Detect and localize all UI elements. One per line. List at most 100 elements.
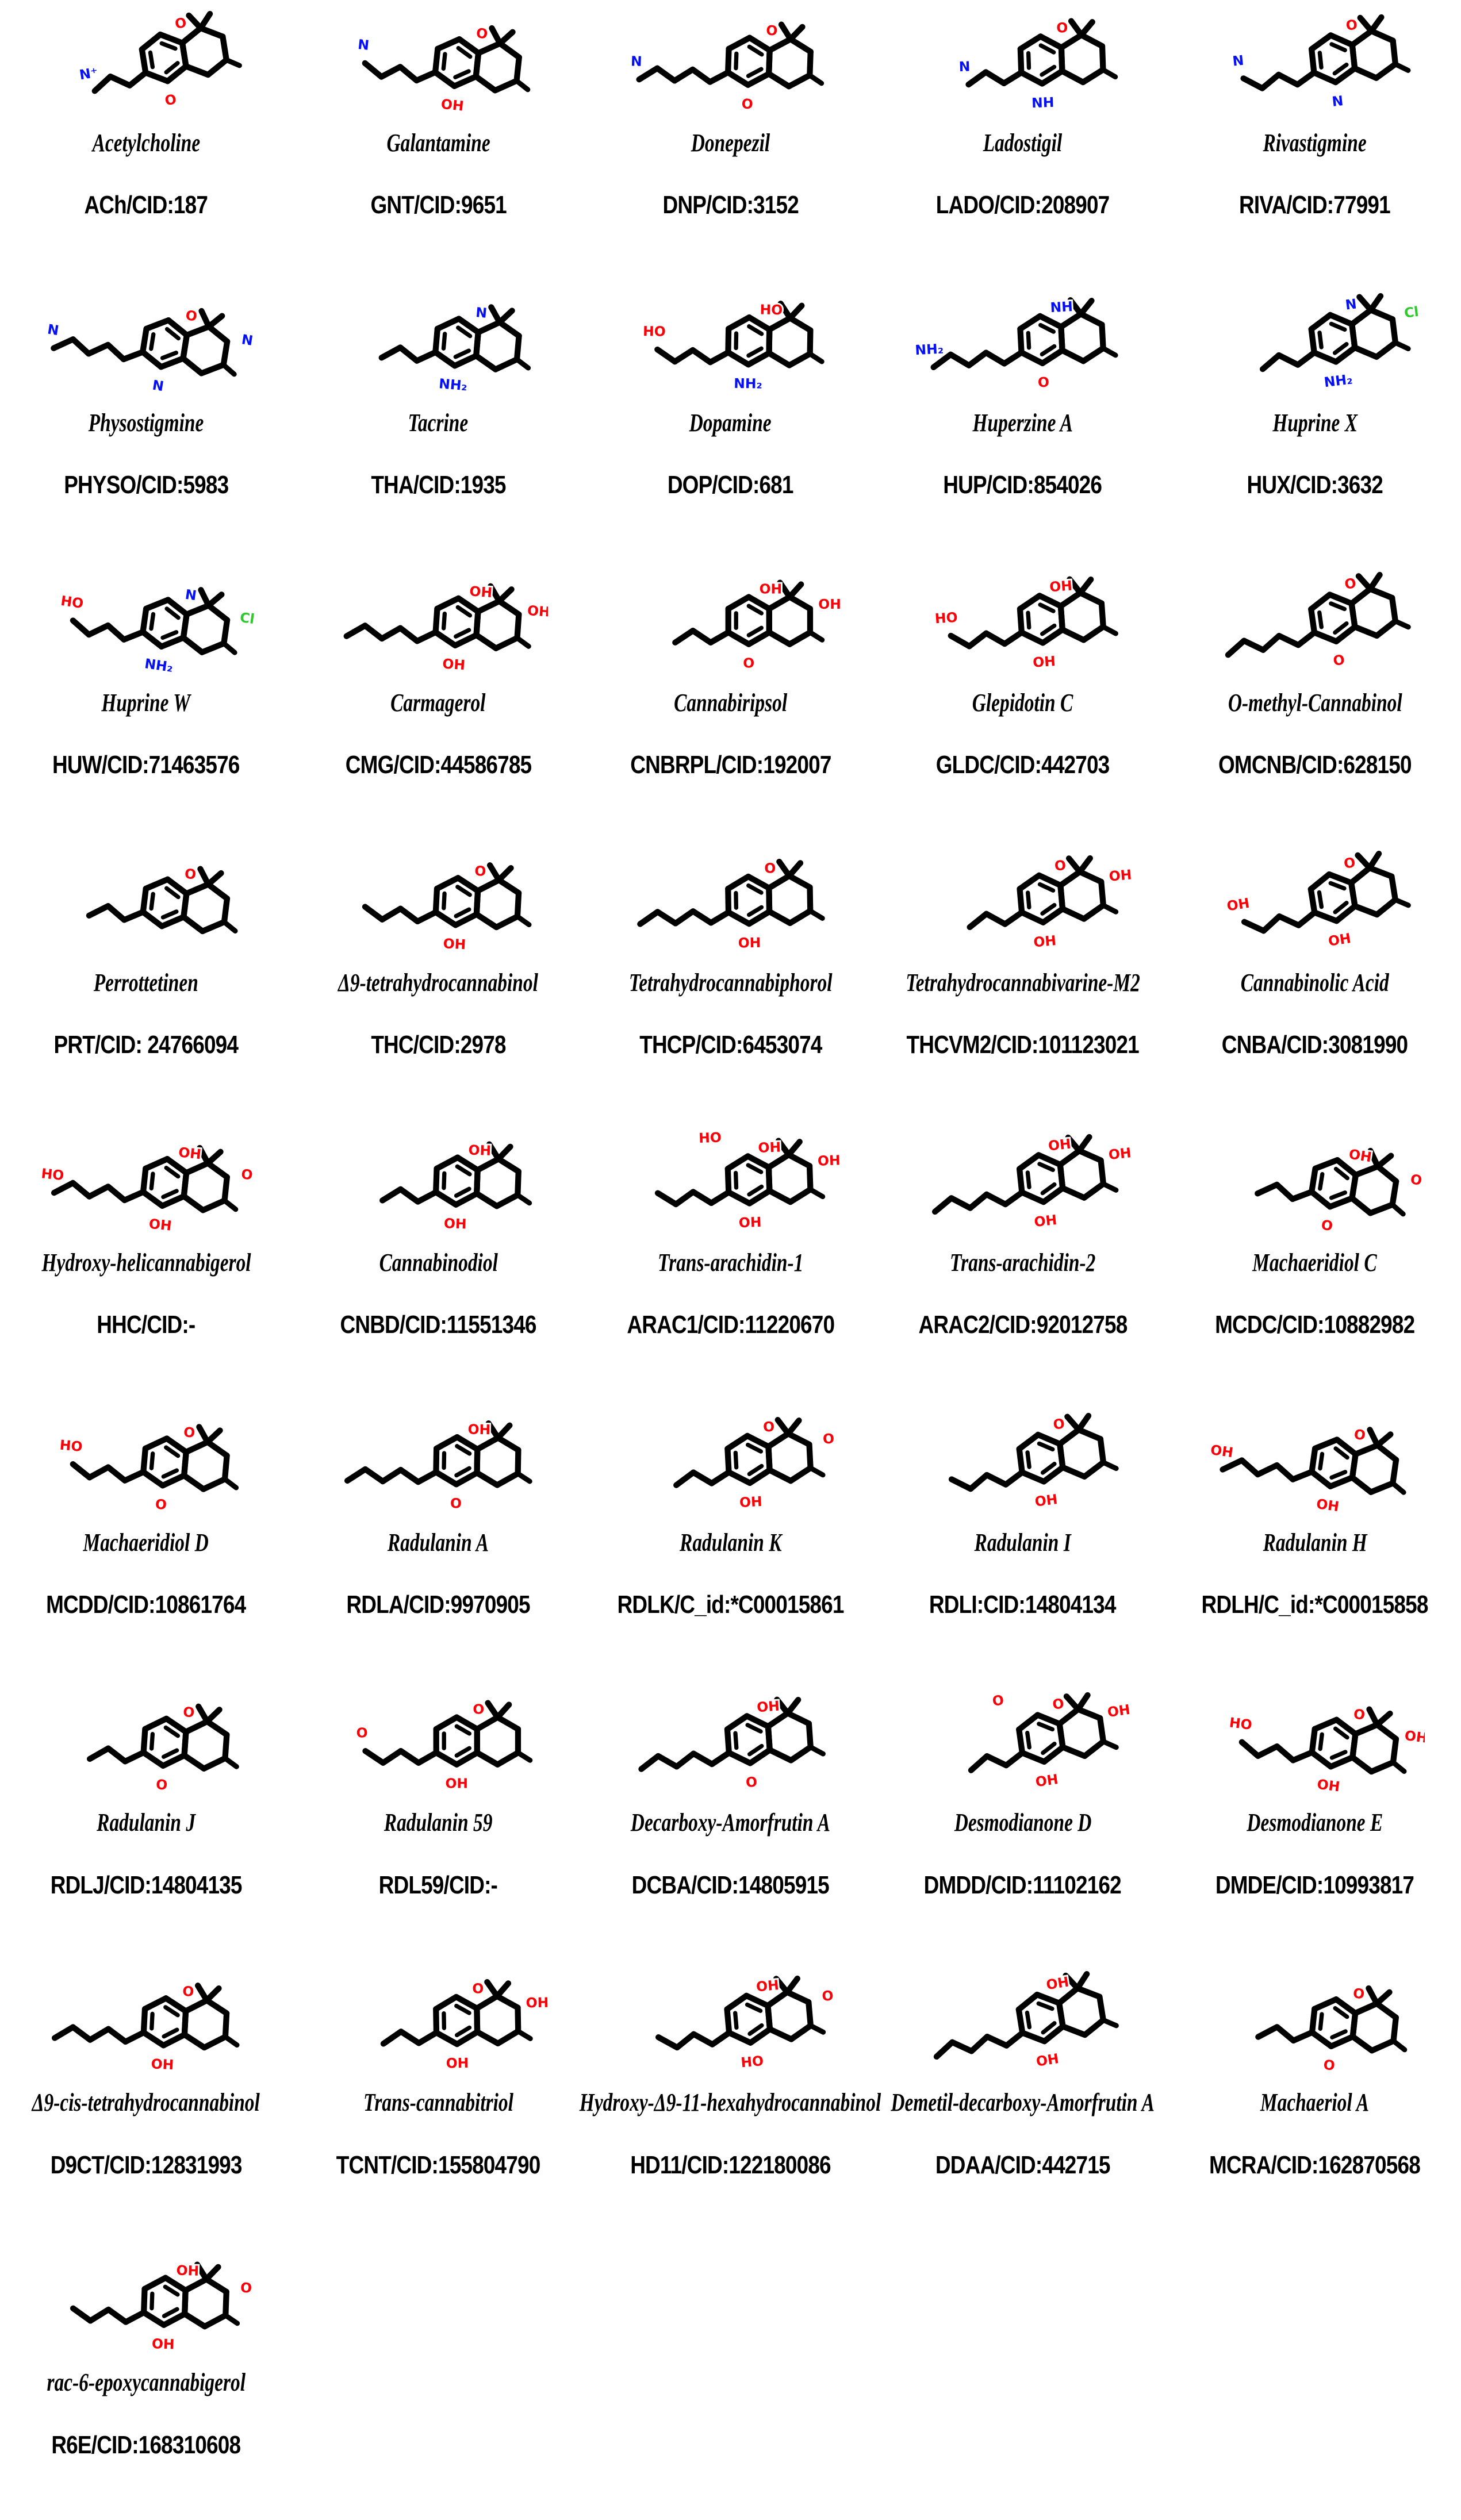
- molecule-card: N NH₂ Cl Huprine X HUX/CID:3632: [1169, 280, 1461, 560]
- atom-label: NH₂: [144, 655, 174, 675]
- atom-label: HO: [643, 323, 666, 340]
- atom-label: O: [182, 1983, 194, 2000]
- atom-label: Cl: [239, 609, 256, 627]
- chemical-structure-drawing: OH OH HO O: [39, 1143, 255, 1236]
- molecule-name: Radulanin 59: [384, 1808, 493, 1837]
- atom-label: O: [183, 1704, 195, 1720]
- molecule-structure: OH OH OH: [292, 560, 584, 686]
- molecule-name: Galantamine: [386, 128, 490, 157]
- atom-label: OH: [756, 1977, 780, 1995]
- atom-label: OH: [527, 602, 549, 620]
- chemical-structure-drawing: OH O O: [1254, 1144, 1425, 1236]
- atom-label: OH: [446, 1775, 469, 1791]
- atom-label: OH: [1034, 1771, 1059, 1790]
- molecule-structure: OH O O: [1169, 1120, 1461, 1246]
- molecule-id: DOP/CID:681: [668, 471, 794, 500]
- atom-label: O: [1345, 17, 1358, 34]
- atom-label: O: [476, 25, 489, 42]
- atom-label: O: [1056, 20, 1068, 36]
- atom-label: OH: [1107, 1145, 1132, 1163]
- atom-label: O: [1352, 1705, 1366, 1723]
- chemical-structure-drawing: O OH OH O: [968, 1690, 1133, 1792]
- molecule-name: Glepidotin C: [972, 688, 1073, 717]
- atom-label: OH: [152, 2335, 175, 2352]
- atom-label: O: [1053, 857, 1066, 874]
- chemical-structure-drawing: OH O OH: [672, 579, 840, 673]
- molecule-structure: N NH₂ Cl: [1169, 280, 1461, 406]
- chemical-structure-drawing: N NH₂ Cl: [1259, 293, 1421, 392]
- atom-label: OH: [1049, 578, 1072, 596]
- atom-label: O: [1052, 1416, 1065, 1433]
- atom-label: O: [991, 1692, 1005, 1710]
- molecule-card: O O HO Machaeridiol D MCDD/CID:10861764: [0, 1400, 292, 1680]
- chemical-structure-drawing: OH OH HO: [933, 576, 1118, 673]
- atom-label: O: [1353, 1426, 1367, 1444]
- atom-label: OH: [758, 1139, 781, 1156]
- molecule-name: Desmodianone E: [1247, 1808, 1383, 1837]
- atom-label: OH: [444, 1216, 467, 1232]
- atom-label: OH: [1045, 1973, 1069, 1993]
- atom-label: OH: [1226, 895, 1251, 915]
- molecule-id: RDLJ/CID:14804135: [50, 1870, 243, 1899]
- molecule-name: rac-6-epoxycannabigerol: [47, 2368, 246, 2397]
- chemical-structure-drawing: OH OH OH HO: [655, 1128, 840, 1233]
- molecule-name: Decarboxy-Amorfrutin A: [630, 1808, 831, 1837]
- chemical-structure-drawing: OH OH OH: [343, 582, 549, 675]
- molecule-structure: HO NH₂ HO: [584, 280, 876, 406]
- molecule-name: Huprine X: [1272, 408, 1358, 437]
- atom-label: OH: [1035, 2050, 1060, 2070]
- atom-label: N: [151, 377, 165, 395]
- atom-label: O: [164, 91, 178, 109]
- atom-label: OH: [468, 1142, 492, 1159]
- atom-label: N: [958, 58, 971, 75]
- atom-label: N: [357, 36, 370, 53]
- molecule-id: HUP/CID:854026: [943, 471, 1103, 500]
- molecule-card: O OH Radulanin I RDLI:CID:14804134: [877, 1400, 1169, 1680]
- molecule-id: RDLK/C_id:*C00015861: [617, 1591, 844, 1619]
- molecule-card: OH OH Demetil-decarboxy-Amorfrutin A DDAA…: [877, 1960, 1169, 2240]
- molecule-id: CMG/CID:44586785: [345, 751, 532, 779]
- atom-label: O: [155, 1776, 168, 1793]
- molecule-name: Rivastigmine: [1263, 128, 1367, 157]
- atom-label: OH: [178, 1144, 202, 1163]
- atom-label: O: [1352, 1985, 1366, 2002]
- atom-label: OH: [443, 936, 466, 953]
- molecule-card: O NH N Ladostigil LADO/CID:208907: [877, 0, 1169, 280]
- molecule-name: Huprine W: [101, 688, 191, 717]
- molecule-structure: O OH OH: [1169, 840, 1461, 966]
- molecule-name: Tacrine: [408, 408, 469, 437]
- chemical-structure-drawing: O OH: [948, 1413, 1119, 1512]
- molecule-id: DMDD/CID:11102162: [924, 1870, 1122, 1899]
- molecule-card: O O N Donepezil DNP/CID:3152: [584, 0, 876, 280]
- molecule-card: OH HO O Hydroxy-Δ9-11-hexahydrocannabinol …: [580, 1960, 881, 2240]
- molecule-name: Cannabinodiol: [379, 1248, 498, 1277]
- molecule-name: Physostigmine: [88, 408, 204, 437]
- molecule-name: Machaeridiol D: [83, 1528, 209, 1557]
- molecule-name: Machaeridiol C: [1252, 1248, 1378, 1277]
- chemical-structure-drawing: OH OH O: [70, 2260, 254, 2354]
- molecule-structure: O OH OH: [292, 1960, 584, 2087]
- molecule-card: OH OH HO O Hydroxy-helicannabigerol HHC/CID…: [0, 1120, 292, 1400]
- molecule-card: OH OH OH Carmagerol CMG/CID:44586785: [292, 560, 584, 840]
- atom-label: O: [473, 1701, 485, 1717]
- molecule-structure: O N N N: [0, 280, 292, 406]
- chemical-structure-drawing: N NH₂ HO Cl: [58, 585, 256, 677]
- molecule-name: Ladostigil: [983, 128, 1063, 157]
- atom-label: O: [823, 1431, 835, 1447]
- atom-label: OH: [468, 1422, 491, 1438]
- atom-label: OH: [1348, 1146, 1372, 1166]
- molecule-id: THA/CID:1935: [371, 471, 506, 500]
- molecule-name: Machaeriol A: [1260, 2088, 1370, 2117]
- molecule-card: O OH OH Tetrahydrocannabivarine-M2 THCVM2/…: [877, 840, 1169, 1120]
- molecule-structure: OH OH O: [0, 2240, 292, 2367]
- molecule-id: RDLA/CID:9970905: [346, 1591, 531, 1619]
- molecule-name: Donepezil: [691, 128, 770, 157]
- chemical-structure-drawing: O OH N: [355, 23, 531, 116]
- atom-label: O: [183, 1424, 195, 1442]
